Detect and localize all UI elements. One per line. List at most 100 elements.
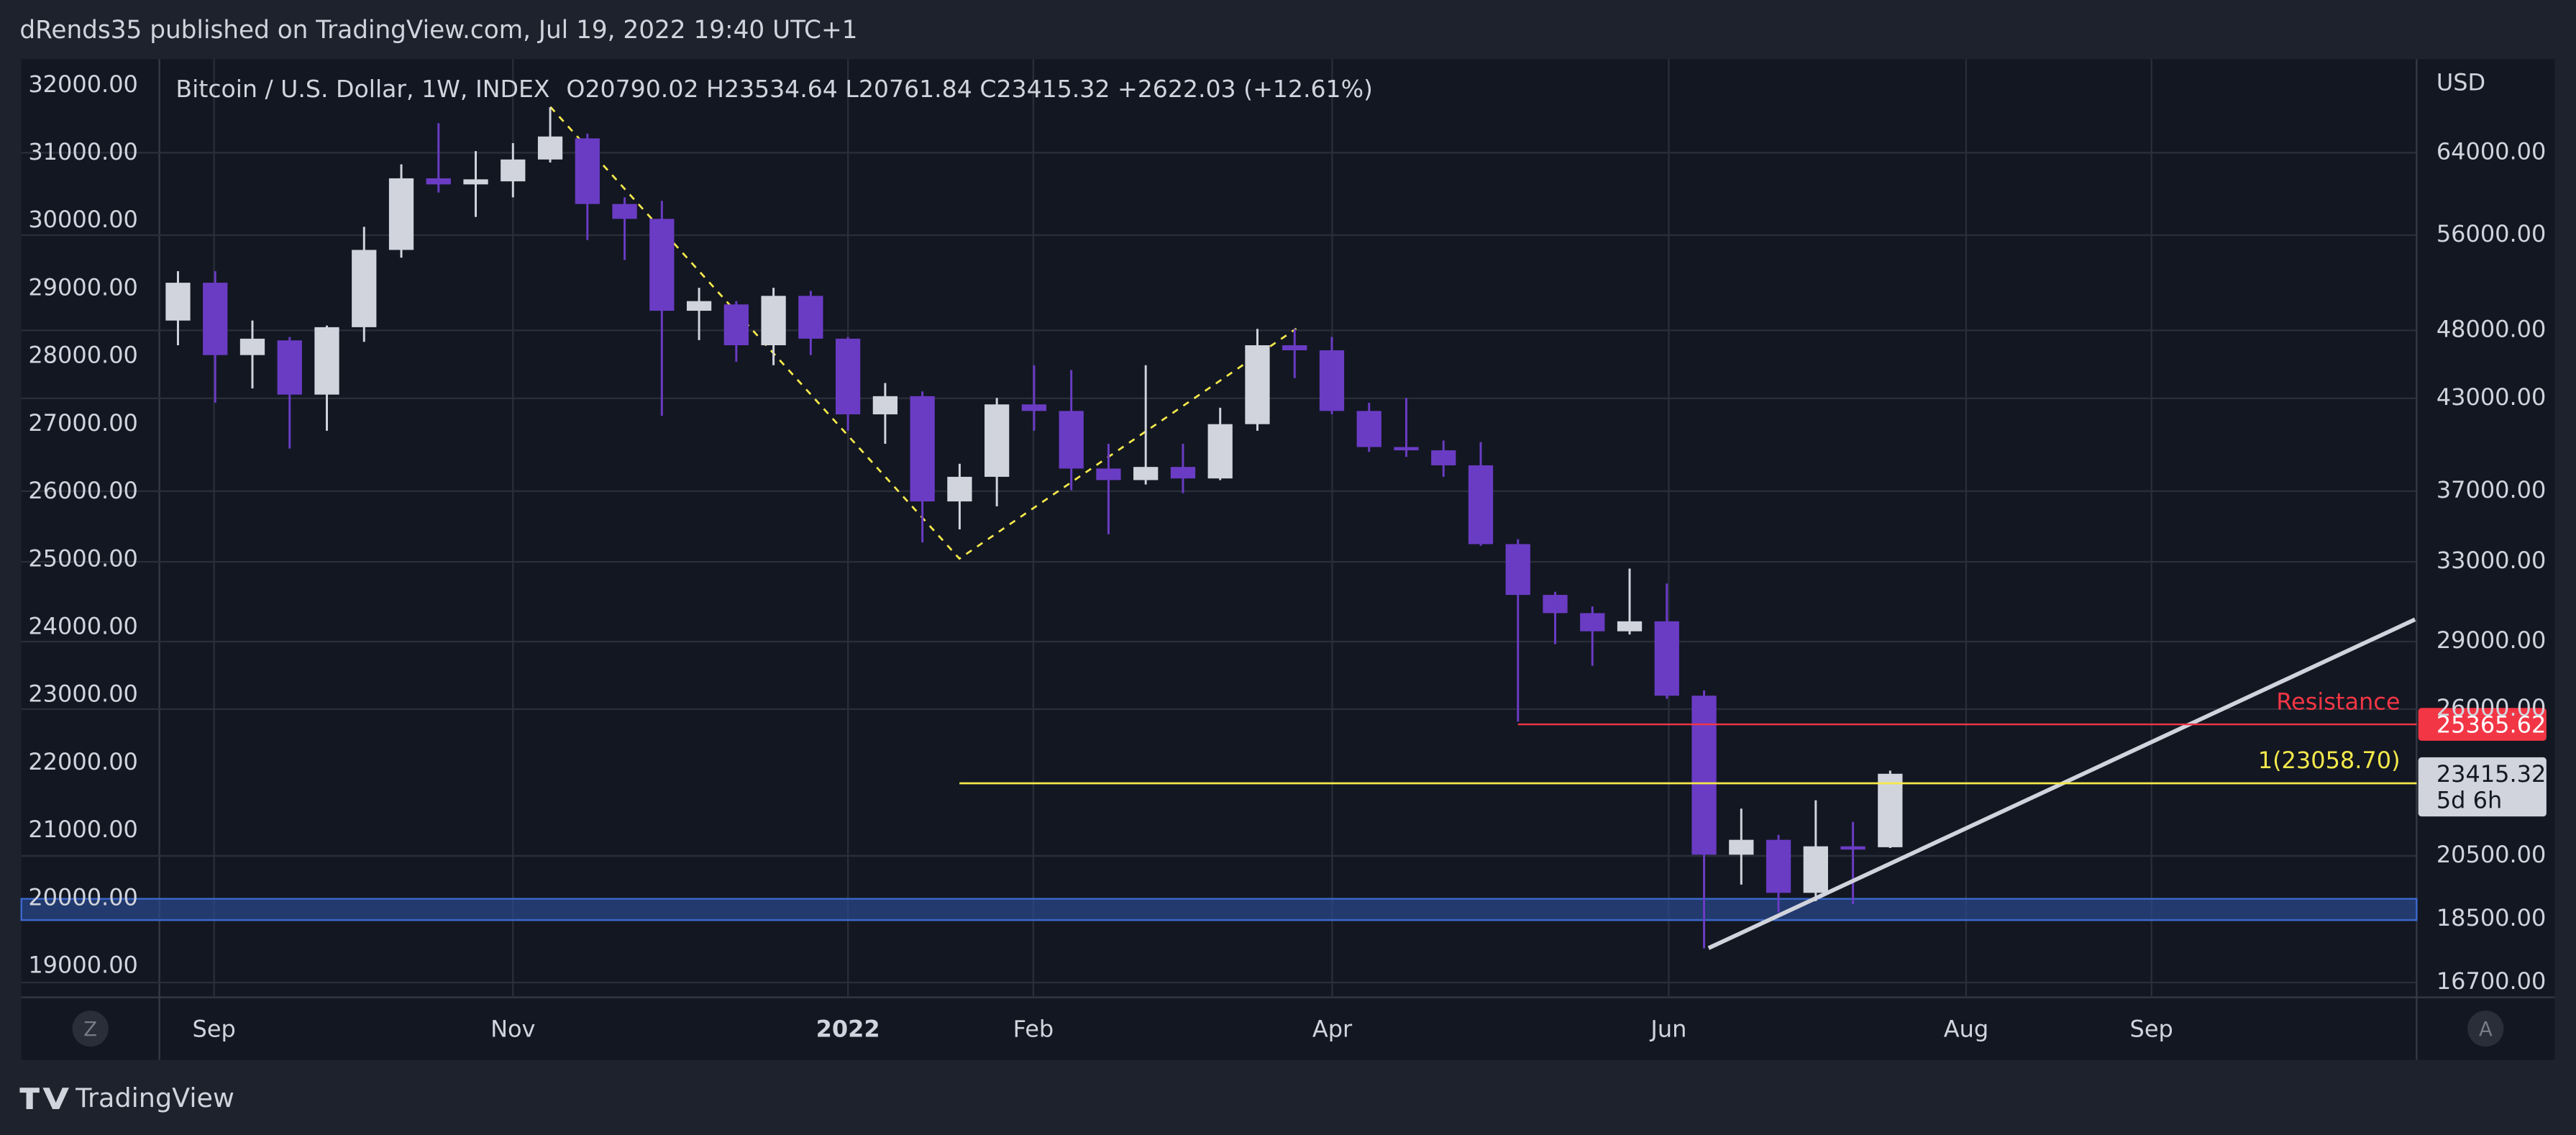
candle-body	[239, 338, 265, 355]
candle-body	[426, 178, 451, 185]
candle-body	[203, 283, 228, 355]
y2-tick-label: 20000.00	[28, 883, 138, 911]
candle-body	[649, 219, 675, 311]
candle-body	[872, 396, 898, 415]
y2-tick-label: 32000.00	[28, 70, 138, 98]
last-price: 23415.32	[2436, 760, 2547, 788]
candle-body	[1431, 450, 1456, 465]
zoom-button-label[interactable]: Z	[83, 1018, 97, 1041]
candle-body	[1543, 595, 1568, 614]
candle-body	[761, 296, 786, 345]
candle-body	[1133, 467, 1159, 480]
brand-logo	[19, 1088, 69, 1110]
symbol-title: Bitcoin / U.S. Dollar, 1W, INDEX	[175, 75, 549, 103]
x-tick-label: Apr	[1312, 1015, 1353, 1042]
y2-tick-label: 28000.00	[28, 342, 138, 369]
axis-unit: USD	[2436, 69, 2485, 96]
x-tick-label: Sep	[2130, 1015, 2173, 1042]
candle-body	[947, 476, 972, 502]
candle-body	[1840, 846, 1865, 850]
brand-name: TradingView	[75, 1082, 234, 1113]
candle-body	[1207, 424, 1233, 479]
candle-body	[910, 396, 935, 502]
candle-body	[798, 296, 823, 339]
candle-body	[1245, 345, 1270, 424]
x-tick-label: Aug	[1944, 1015, 1988, 1042]
y-tick-label: 64000.00	[2436, 137, 2547, 165]
candle-body	[388, 178, 414, 250]
y-tick-label: 43000.00	[2436, 383, 2547, 411]
last-price-tag	[2418, 757, 2547, 817]
bar-countdown: 5d 6h	[2436, 787, 2502, 814]
support-zone	[20, 898, 2418, 921]
candle-body	[1021, 404, 1047, 411]
y2-tick-label: 31000.00	[28, 138, 138, 165]
y2-tick-label: 24000.00	[28, 612, 138, 639]
candle-body	[314, 327, 339, 395]
candle-body	[537, 136, 563, 160]
candle-body	[1319, 350, 1345, 411]
candle-body	[352, 250, 377, 327]
y2-tick-label: 26000.00	[28, 477, 138, 504]
resistance-price-tag	[2418, 708, 2547, 741]
candle-body	[686, 301, 712, 311]
resistance-price: 25365.62	[2436, 711, 2547, 738]
candle-body	[985, 404, 1010, 477]
candle-body	[1282, 345, 1307, 350]
y-tick-label: 20500.00	[2436, 841, 2547, 868]
candle-body	[1468, 465, 1494, 544]
candle-body	[1654, 621, 1679, 696]
candle-body	[501, 159, 526, 182]
y-tick-label: 33000.00	[2436, 547, 2547, 574]
candle-body	[1691, 696, 1717, 855]
candle-body	[1170, 467, 1196, 479]
y2-tick-label: 19000.00	[28, 951, 138, 978]
x-tick-label: Feb	[1013, 1015, 1054, 1042]
y2-tick-label: 21000.00	[28, 816, 138, 843]
chart-panel	[21, 59, 2555, 1060]
publish-info: dRends35 published on TradingView.com, J…	[19, 16, 857, 45]
auto-scale-button[interactable]	[2467, 1010, 2504, 1047]
y-tick-label: 48000.00	[2436, 315, 2547, 342]
y2-tick-label: 22000.00	[28, 748, 138, 775]
zoom-button[interactable]	[72, 1010, 109, 1047]
y-tick-label: 29000.00	[2436, 626, 2547, 654]
x-tick-label: Sep	[193, 1015, 236, 1042]
y2-tick-label: 25000.00	[28, 544, 138, 572]
x-tick-label: Nov	[490, 1015, 535, 1042]
candle-body	[835, 338, 861, 415]
x-tick-label: Jun	[1649, 1015, 1686, 1042]
y2-tick-label: 23000.00	[28, 680, 138, 708]
candle-body	[165, 283, 191, 321]
auto-scale-button-label[interactable]: A	[2479, 1018, 2493, 1041]
y2-tick-label: 27000.00	[28, 409, 138, 437]
candle-body	[1394, 447, 1419, 451]
candle-body	[1096, 468, 1121, 480]
x-tick-label: 2022	[816, 1015, 880, 1042]
candle-body	[723, 304, 749, 345]
y-tick-label: 26000.00	[2436, 694, 2547, 721]
candle-body	[1766, 839, 1791, 893]
candle-body	[1803, 846, 1828, 893]
candle-body	[1505, 544, 1530, 596]
y-tick-label: 37000.00	[2436, 476, 2547, 503]
candle-body	[1617, 621, 1643, 632]
candle-body	[277, 340, 302, 395]
candle-body	[1878, 773, 1903, 847]
zigzag-drawing	[549, 106, 1297, 560]
candle-body	[575, 138, 600, 204]
y-tick-label: 16700.00	[2436, 967, 2547, 995]
resistance-label: Resistance	[2276, 688, 2400, 715]
candles	[165, 107, 1903, 949]
candle-body	[1356, 411, 1381, 447]
ohlc-legend: O20790.02 H23534.64 L20761.84 C23415.32 …	[566, 75, 1373, 103]
candle-body	[1729, 839, 1754, 855]
y2-tick-label: 30000.00	[28, 206, 138, 233]
candle-body	[1580, 613, 1605, 632]
fib-label: 1(23058.70)	[2258, 747, 2401, 774]
candle-body	[463, 179, 488, 185]
y2-tick-label: 29000.00	[28, 273, 138, 301]
overlays: Resistance 25365.62 1(23058.70) 23415.325d …	[959, 688, 2547, 817]
